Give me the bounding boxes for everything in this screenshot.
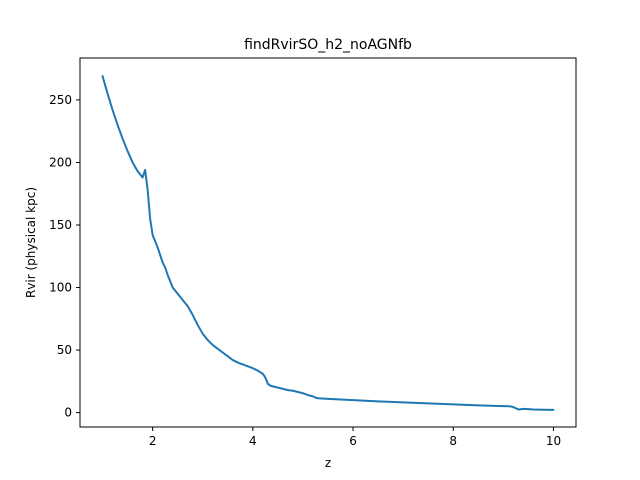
y-axis-ticks: 0 50 100 150 200 250 <box>49 93 80 420</box>
axes-frame <box>79 57 577 428</box>
y-axis-label: Rvir (physical kpc) <box>24 187 38 298</box>
x-axis-label: z <box>325 456 331 470</box>
series-line-1 <box>101 75 555 411</box>
x-tick-label: 10 <box>546 434 561 448</box>
plot-area <box>101 75 555 411</box>
y-tick-label: 100 <box>49 281 72 295</box>
chart-title: findRvirSO_h2_noAGNfb <box>244 37 412 53</box>
y-tick-label: 0 <box>64 406 72 420</box>
y-tick-label: 50 <box>57 343 72 357</box>
y-tick-label: 250 <box>49 93 72 107</box>
x-tick-label: 8 <box>449 434 457 448</box>
x-tick-label: 6 <box>349 434 357 448</box>
x-axis-ticks: 2 4 6 8 10 <box>149 427 561 448</box>
y-tick-label: 200 <box>49 155 72 169</box>
y-tick-label: 150 <box>49 218 72 232</box>
x-tick-label: 2 <box>149 434 157 448</box>
x-tick-label: 4 <box>249 434 257 448</box>
